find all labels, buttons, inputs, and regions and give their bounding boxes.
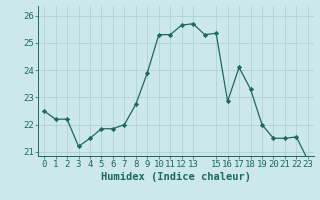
X-axis label: Humidex (Indice chaleur): Humidex (Indice chaleur)	[101, 172, 251, 182]
